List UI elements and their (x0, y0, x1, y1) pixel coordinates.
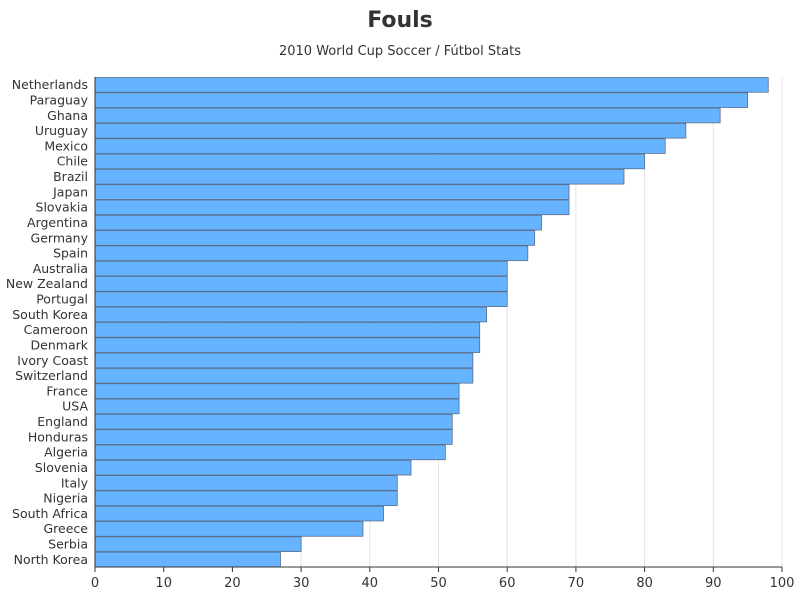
chart-subtitle: 2010 World Cup Soccer / Fútbol Stats (278, 44, 522, 59)
bar-japan (94, 184, 570, 200)
bar-algeria (94, 444, 446, 461)
category-label: Slovakia (36, 200, 88, 215)
x-tick-label: 20 (224, 576, 241, 591)
category-label: Italy (61, 475, 89, 490)
bar-spain (94, 245, 529, 262)
x-tick-label: 0 (91, 576, 99, 591)
bar-nigeria (94, 490, 398, 507)
x-tick-label: 70 (568, 576, 585, 591)
category-label: Algeria (44, 445, 88, 460)
category-label: South Korea (12, 307, 88, 322)
bar-serbia (94, 536, 302, 552)
bar-england (94, 413, 453, 430)
category-label: Mexico (44, 138, 88, 153)
bar-germany (94, 230, 536, 246)
bar-australia (94, 260, 508, 277)
bar-chile (94, 153, 645, 170)
category-label: Serbia (48, 537, 88, 552)
chart-title: Fouls (367, 8, 433, 33)
bar-greece (94, 521, 364, 537)
bar-slovakia (94, 199, 570, 216)
category-label: Ivory Coast (17, 353, 88, 368)
bar-ivory-coast (94, 352, 474, 369)
x-tick-label: 40 (362, 576, 379, 591)
category-label: New Zealand (6, 276, 88, 291)
x-tick-label: 30 (293, 576, 310, 591)
category-label: Denmark (31, 337, 89, 352)
category-label: Brazil (53, 169, 88, 184)
x-tick-label: 90 (705, 576, 722, 591)
bar-paraguay (94, 92, 749, 108)
bar-slovenia (94, 459, 412, 476)
bar-honduras (94, 429, 453, 445)
category-label: Australia (33, 261, 88, 276)
category-label: Paraguay (30, 92, 89, 107)
bar-south-korea (94, 306, 487, 323)
bar-mexico (94, 138, 666, 154)
bar-argentina (94, 214, 542, 231)
bar-italy (94, 475, 398, 491)
bar-denmark (94, 337, 481, 353)
bar-new-zealand (94, 276, 508, 292)
category-label: Chile (57, 154, 89, 169)
bar-ghana (94, 107, 721, 124)
category-label: Germany (31, 230, 89, 245)
category-label: England (37, 414, 88, 429)
category-label: South Africa (12, 506, 88, 521)
x-tick-label: 10 (155, 576, 172, 591)
category-label: Nigeria (43, 491, 88, 506)
category-label: Greece (44, 521, 89, 536)
category-label: Netherlands (12, 77, 88, 92)
category-label: Switzerland (15, 368, 88, 383)
bar-netherlands (94, 77, 769, 93)
category-label: Uruguay (35, 123, 89, 138)
bar-brazil (94, 168, 625, 185)
x-tick-label: 60 (499, 576, 516, 591)
category-label: Slovenia (35, 460, 88, 475)
category-label: France (46, 383, 88, 398)
category-label: Honduras (28, 429, 88, 444)
bar-cameroon (94, 322, 481, 338)
category-label: Argentina (27, 215, 88, 230)
bar-north-korea (94, 551, 281, 568)
bar-usa (94, 398, 460, 415)
bar-portugal (94, 291, 508, 307)
bar-france (94, 383, 460, 399)
category-label: USA (62, 399, 88, 414)
x-tick-label: 80 (636, 576, 653, 591)
category-label: Portugal (36, 292, 88, 307)
bar-uruguay (94, 123, 687, 139)
category-label: Spain (53, 246, 88, 261)
category-label: Japan (52, 184, 88, 199)
bar-switzerland (94, 368, 474, 384)
category-label: Cameroon (24, 322, 88, 337)
x-tick-label: 100 (770, 576, 795, 591)
category-label: Ghana (47, 108, 88, 123)
x-tick-label: 50 (430, 576, 447, 591)
bar-south-africa (94, 505, 384, 522)
category-label: North Korea (14, 552, 88, 567)
